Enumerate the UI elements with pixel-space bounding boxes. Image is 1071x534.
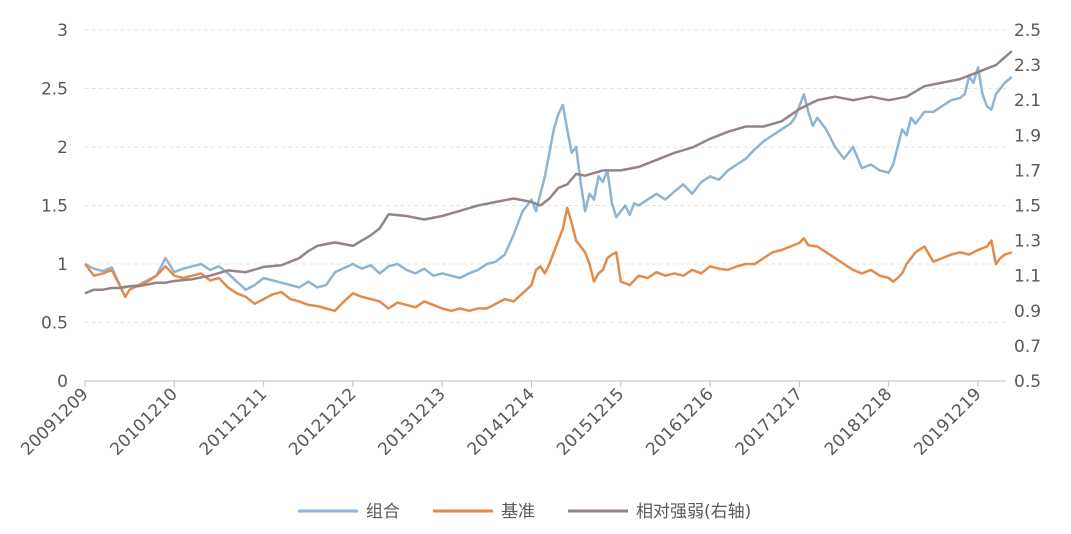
x-tick-label: 20131213 — [374, 384, 449, 459]
left-tick-label: 2.5 — [41, 80, 68, 100]
series-line-benchmark — [84, 206, 1013, 313]
x-tick-label: 20111211 — [196, 384, 271, 459]
series-lines — [84, 50, 1013, 313]
legend-label-benchmark: 基准 — [501, 502, 535, 522]
x-tick-label: 20151215 — [553, 384, 628, 459]
left-tick-label: 0 — [57, 372, 68, 392]
right-tick-label: 1.5 — [1014, 197, 1041, 217]
left-tick-label: 1 — [57, 255, 68, 275]
left-tick-label: 2 — [57, 138, 68, 158]
series-line-portfolio — [84, 66, 1013, 291]
series-line-relative-strength — [84, 50, 1013, 295]
right-tick-label: 2.5 — [1014, 21, 1041, 41]
x-tick-label: 20181218 — [821, 384, 896, 459]
x-tick-label: 20091209 — [17, 384, 92, 459]
legend-label-portfolio: 组合 — [366, 502, 400, 522]
left-axis: 0 0.5 1 1.5 2 2.5 3 — [41, 21, 68, 392]
x-tick-label: 20171217 — [732, 384, 807, 459]
x-tick-label: 20141214 — [464, 384, 539, 459]
x-tick-label: 20161216 — [642, 384, 717, 459]
x-tick-label: 20101210 — [107, 384, 182, 459]
left-tick-label: 0.5 — [41, 314, 68, 334]
right-tick-label: 1.9 — [1014, 126, 1041, 146]
right-tick-label: 0.7 — [1014, 337, 1041, 357]
legend-label-relative-strength: 相对强弱(右轴) — [636, 502, 751, 522]
left-tick-label: 1.5 — [41, 197, 68, 217]
right-tick-label: 0.5 — [1014, 372, 1041, 392]
legend: 组合 基准 相对强弱(右轴) — [298, 502, 751, 522]
x-tick-label: 20121212 — [285, 384, 360, 459]
right-tick-label: 2.3 — [1014, 56, 1041, 76]
right-tick-label: 0.9 — [1014, 302, 1041, 322]
x-axis: 20091209 20101210 20111211 20121212 20131213… — [17, 380, 1006, 460]
left-tick-label: 3 — [57, 21, 68, 41]
right-axis: 0.5 0.7 0.9 1.1 1.3 1.5 1.7 1.9 2.1 2.3 2.5 — [1014, 21, 1041, 392]
right-tick-label: 1.1 — [1014, 267, 1041, 287]
right-tick-label: 2.1 — [1014, 91, 1041, 111]
x-tick-label: 20191219 — [910, 384, 985, 459]
right-tick-label: 1.3 — [1014, 232, 1041, 252]
right-tick-label: 1.7 — [1014, 161, 1041, 181]
